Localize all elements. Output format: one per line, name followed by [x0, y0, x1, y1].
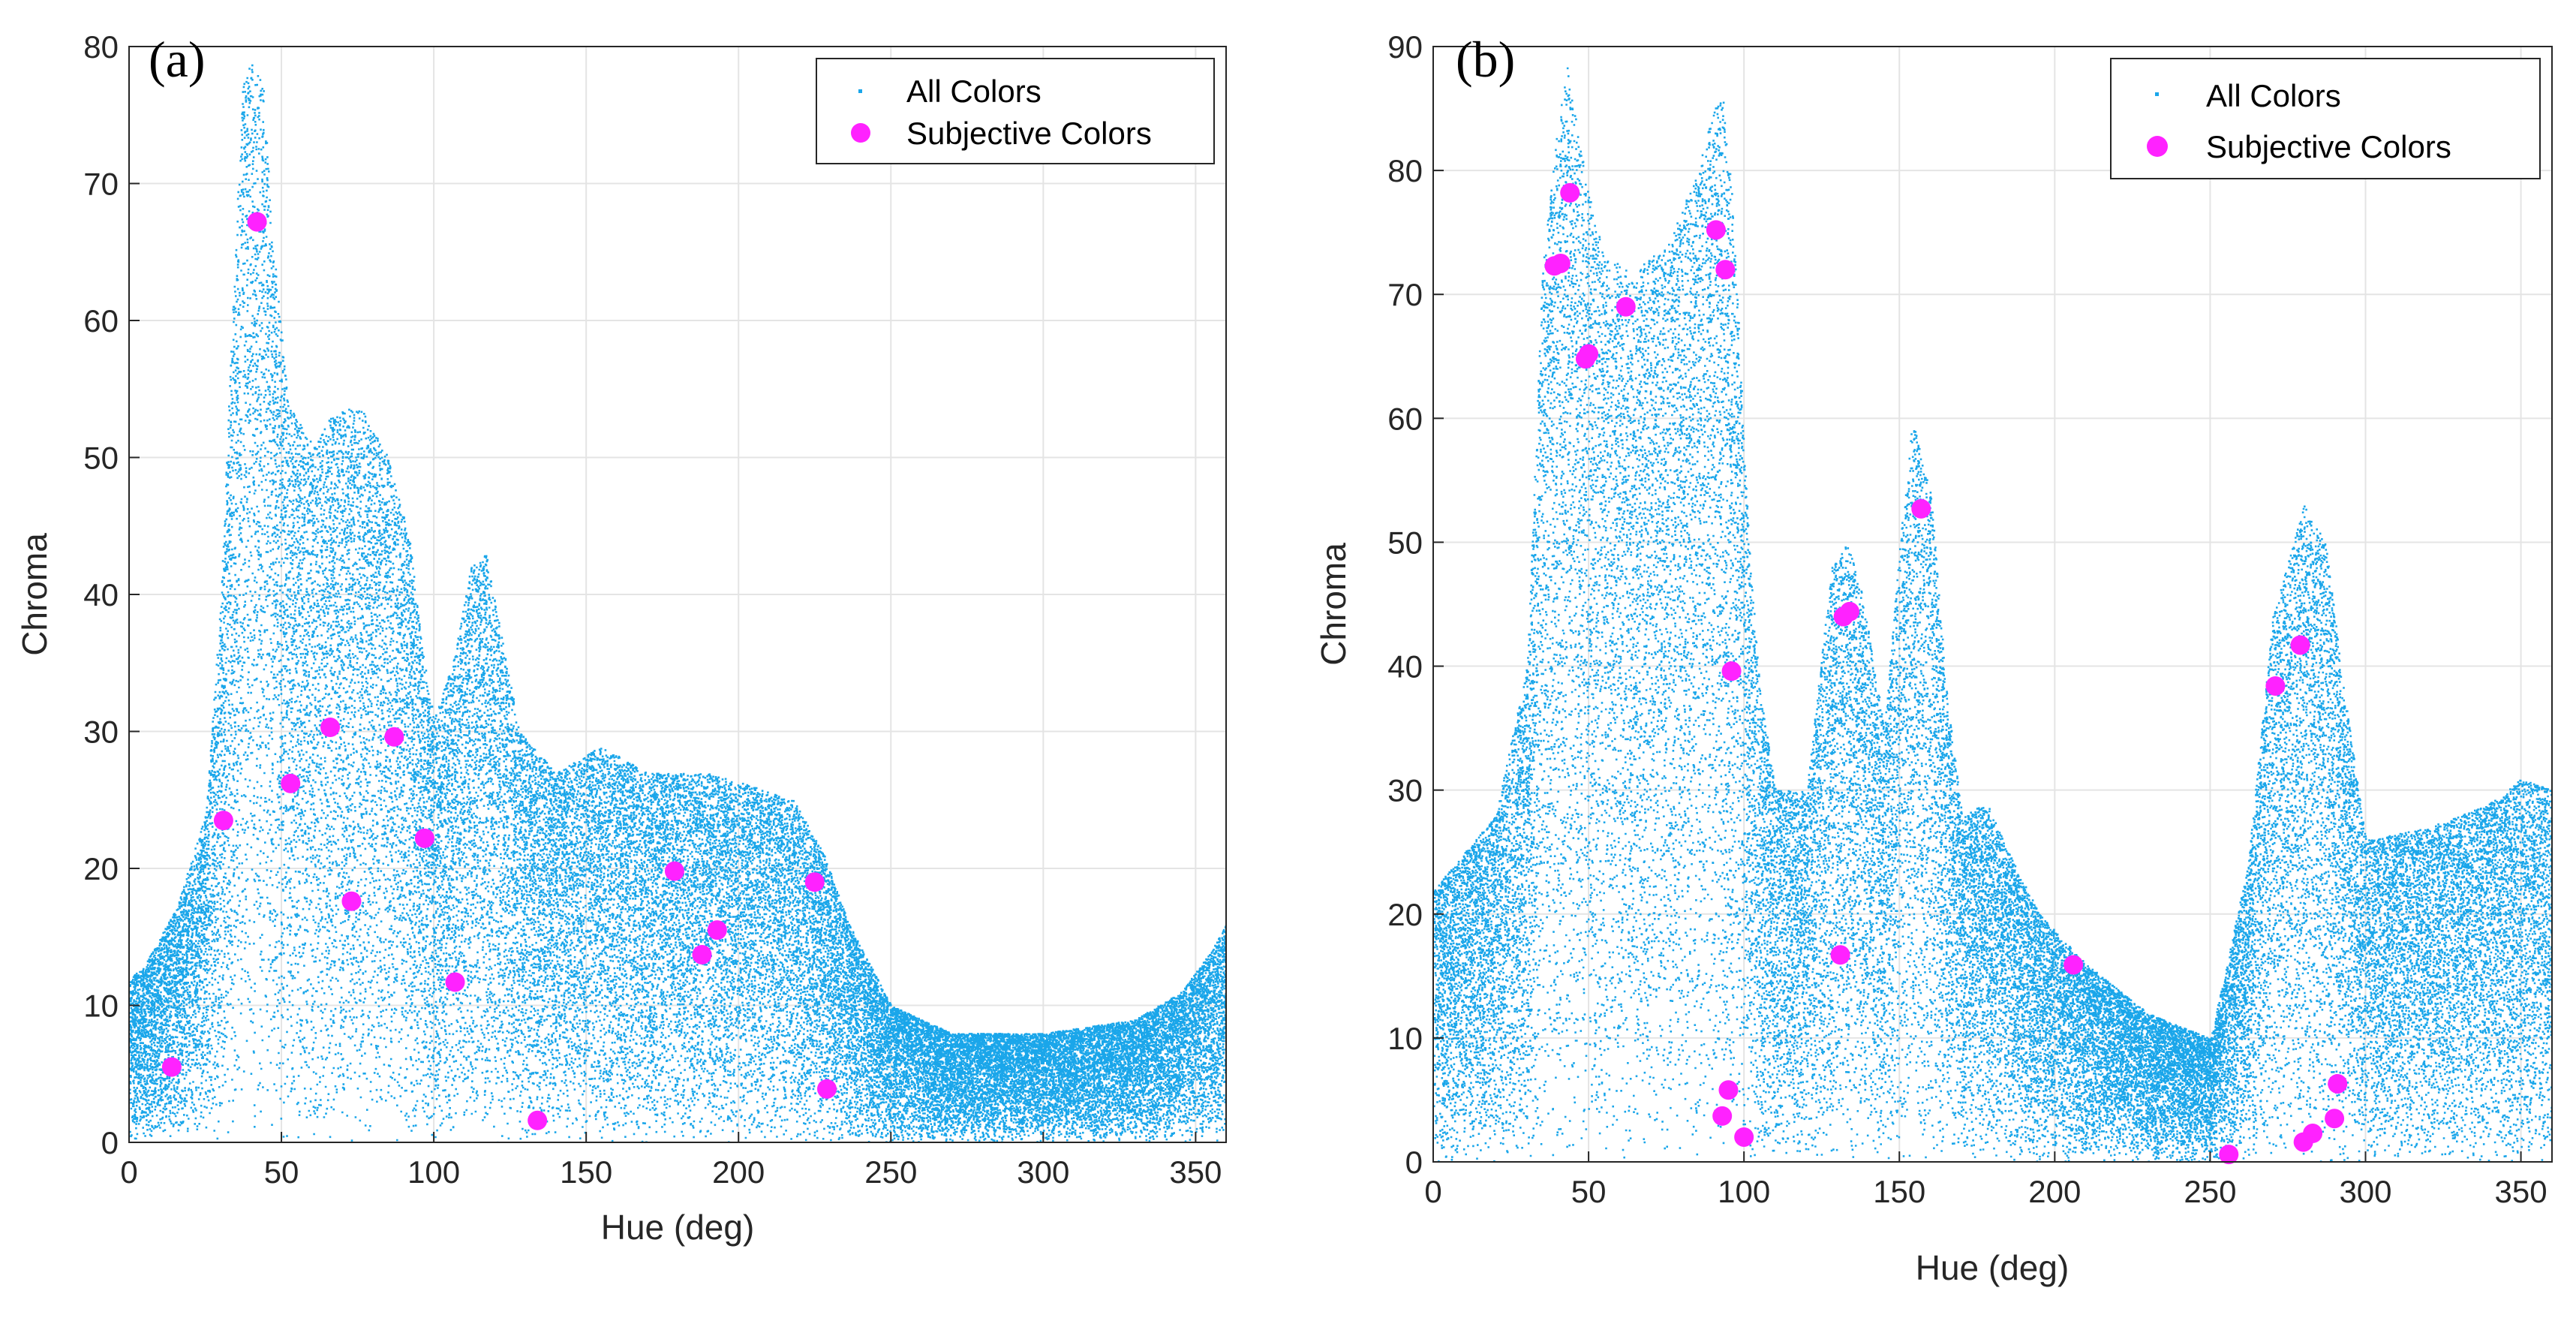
y-tick-label: 70: [83, 167, 119, 202]
subjective-color-point: [708, 920, 727, 940]
legend-subjective-label-a: Subjective Colors: [906, 116, 1152, 151]
subjective-color-point: [2328, 1074, 2347, 1094]
y-tick-label: 40: [83, 577, 119, 612]
y-tick-label: 20: [1387, 897, 1423, 932]
x-tick-label: 200: [712, 1154, 765, 1190]
y-axis-title-a: Chroma: [15, 533, 54, 656]
x-tick-label: 200: [2028, 1174, 2081, 1209]
y-tick-label: 80: [1387, 153, 1423, 188]
x-tick-label: 350: [2495, 1174, 2547, 1209]
legend-all-colors-marker-b: [2155, 92, 2159, 96]
x-axis-title-a: Hue (deg): [601, 1208, 755, 1247]
subjective-color-point: [817, 1079, 837, 1099]
x-tick-label: 150: [560, 1154, 612, 1190]
y-tick-label: 80: [83, 29, 119, 65]
subjective-color-point: [692, 945, 711, 964]
subjective-color-point: [1712, 1106, 1732, 1126]
subjective-color-point: [384, 727, 404, 747]
y-tick-label: 60: [1387, 401, 1423, 436]
subjective-color-point: [1616, 297, 1636, 317]
x-tick-label: 50: [1571, 1174, 1607, 1209]
x-tick-label: 150: [1873, 1174, 1925, 1209]
subjective-color-point: [1831, 945, 1850, 964]
subjective-color-point: [1579, 344, 1598, 363]
x-tick-label: 250: [2184, 1174, 2236, 1209]
subjective-color-point: [415, 829, 434, 848]
subjective-color-point: [2291, 635, 2310, 654]
legend-subjective-marker-a: [851, 123, 870, 143]
subjective-color-point: [281, 774, 300, 793]
subjective-color-point: [1722, 661, 1742, 681]
subjective-color-point: [2265, 676, 2285, 696]
legend-all-colors-label-b: All Colors: [2206, 78, 2341, 113]
subjective-color-point: [1911, 499, 1931, 519]
y-tick-label: 10: [1387, 1021, 1423, 1056]
subjective-color-point: [528, 1111, 547, 1130]
panel-b: 0 50 100 150 200 250 300 350 0 10 20 30 40 50 60 70 80 90…: [1314, 29, 2554, 1287]
subjective-color-point: [162, 1058, 182, 1077]
panel-a: 0 50 100 150 200 250 300 350 0 10 20 30 40 50 60 70 80 H…: [15, 29, 1228, 1247]
x-tick-label: 0: [120, 1154, 137, 1190]
x-axis-title-b: Hue (deg): [1916, 1248, 2070, 1287]
x-tick-label: 100: [1718, 1174, 1770, 1209]
legend-subjective-label-b: Subjective Colors: [2206, 129, 2451, 164]
subjective-color-point: [2303, 1124, 2322, 1143]
y-tick-label: 90: [1387, 29, 1423, 65]
subjective-color-point: [1715, 260, 1735, 279]
y-tick-label: 30: [83, 715, 119, 750]
subjective-color-point: [1718, 1080, 1738, 1100]
legend-a: All Colors Subjective Colors: [816, 59, 1214, 164]
y-tick-label: 50: [1387, 525, 1423, 560]
subjective-color-point: [805, 872, 825, 892]
subjective-color-point: [665, 862, 684, 881]
y-axis-title-b: Chroma: [1314, 543, 1353, 666]
subjective-color-point: [1840, 602, 1859, 621]
x-tick-label: 300: [1017, 1154, 1069, 1190]
subjective-color-point: [341, 892, 361, 911]
subjective-color-point: [446, 972, 465, 991]
y-tick-label: 70: [1387, 277, 1423, 312]
subjective-color-point: [2325, 1109, 2344, 1128]
subjective-color-point: [248, 212, 267, 232]
x-tick-label: 250: [864, 1154, 917, 1190]
y-tick-label: 60: [83, 303, 119, 339]
subjective-color-point: [2064, 955, 2083, 974]
x-tick-label: 300: [2339, 1174, 2391, 1209]
plot-area-b: [1433, 47, 2552, 1162]
legend-subjective-marker-b: [2147, 136, 2168, 157]
y-tick-label: 0: [101, 1125, 119, 1160]
legend-all-colors-marker-a: [858, 89, 862, 93]
subjective-color-point: [1734, 1127, 1754, 1147]
x-tick-label: 50: [264, 1154, 299, 1190]
subjective-color-point: [320, 718, 340, 737]
panel-label-b: (b): [1456, 31, 1515, 88]
x-tick-label: 0: [1424, 1174, 1441, 1209]
y-tick-label: 40: [1387, 649, 1423, 685]
y-tick-label: 20: [83, 851, 119, 886]
legend-all-colors-label-a: All Colors: [906, 74, 1042, 109]
y-tick-label: 50: [83, 441, 119, 476]
y-tick-label: 0: [1405, 1145, 1423, 1180]
x-tick-label: 100: [407, 1154, 460, 1190]
x-tick-label: 350: [1169, 1154, 1222, 1190]
subjective-color-point: [1551, 254, 1571, 273]
y-tick-label: 10: [83, 988, 119, 1024]
subjective-color-point: [1560, 183, 1580, 203]
legend-b: All Colors Subjective Colors: [2111, 59, 2540, 179]
y-tick-label: 30: [1387, 773, 1423, 808]
subjective-color-point: [1706, 220, 1726, 239]
panel-label-a: (a): [149, 31, 205, 88]
subjective-color-point: [214, 811, 233, 830]
